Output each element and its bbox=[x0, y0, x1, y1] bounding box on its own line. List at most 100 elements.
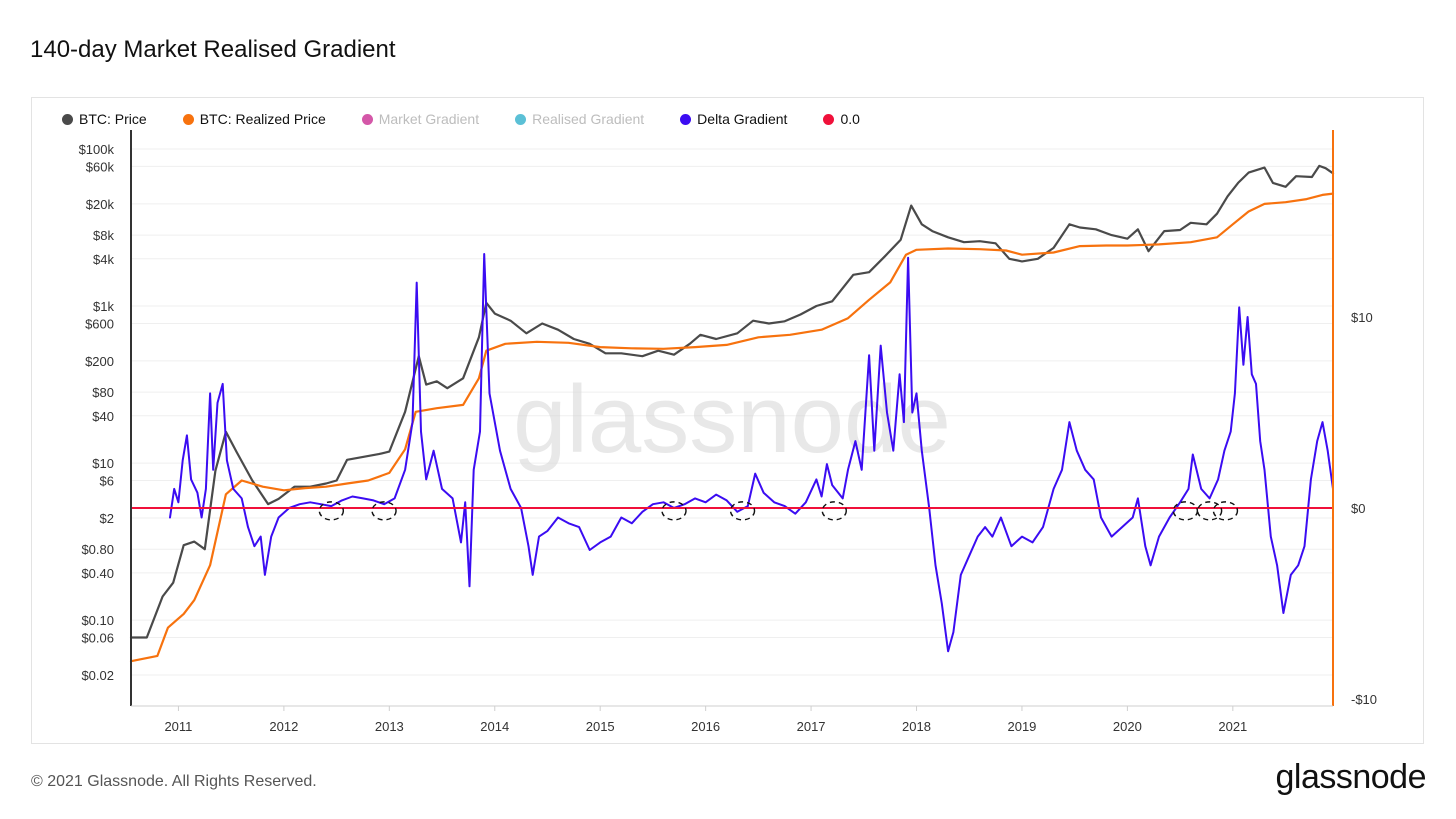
data-point-delta-gradient bbox=[754, 473, 756, 475]
data-point-btc-realized-price bbox=[662, 348, 665, 350]
data-point-btc-realized-price bbox=[388, 472, 390, 474]
data-point-btc-realized-price bbox=[325, 486, 327, 488]
left-tick-label: $200 bbox=[85, 354, 114, 369]
data-point-delta-gradient bbox=[1084, 469, 1086, 471]
x-tick-label: 2018 bbox=[902, 719, 931, 734]
data-point-delta-gradient bbox=[260, 536, 262, 538]
annotation-dashed-ellipse bbox=[1212, 501, 1239, 521]
legend-item-delta-gradient[interactable]: Delta Gradient bbox=[680, 111, 787, 127]
left-tick-label: $4k bbox=[93, 252, 114, 267]
data-point-delta-gradient bbox=[404, 469, 406, 471]
data-point-btc-price bbox=[752, 320, 754, 322]
data-point-delta-gradient bbox=[411, 421, 414, 423]
data-point-btc-price bbox=[214, 470, 216, 472]
data-point-delta-gradient bbox=[826, 463, 828, 465]
data-point-btc-price bbox=[852, 274, 854, 276]
data-point-btc-realized-price bbox=[889, 281, 891, 283]
data-point-btc-price bbox=[388, 451, 390, 453]
right-tick-label: -$10 bbox=[1351, 692, 1377, 707]
legend-label: 0.0 bbox=[840, 111, 860, 127]
data-point-delta-gradient bbox=[226, 459, 228, 461]
data-point-btc-price bbox=[404, 411, 406, 413]
data-point-delta-gradient bbox=[309, 501, 311, 503]
data-point-btc-realized-price bbox=[504, 343, 506, 345]
legend-item-btc-price[interactable]: BTC: Price bbox=[62, 111, 147, 127]
data-point-delta-gradient bbox=[241, 497, 243, 499]
data-point-btc-price bbox=[478, 336, 480, 338]
data-point-delta-gradient bbox=[1000, 516, 1002, 519]
data-point-btc-price bbox=[900, 239, 902, 241]
data-point-delta-gradient bbox=[1230, 431, 1232, 433]
data-point-btc-realized-price bbox=[404, 448, 406, 450]
data-point-delta-gradient bbox=[1247, 316, 1249, 318]
data-point-btc-price bbox=[736, 332, 738, 334]
data-point-btc-realized-price bbox=[462, 404, 464, 406]
data-point-btc-price bbox=[699, 334, 702, 336]
data-point-btc-price bbox=[1237, 182, 1239, 184]
data-point-btc-price bbox=[815, 305, 818, 307]
data-point-btc-realized-price bbox=[1021, 254, 1023, 256]
data-point-btc-realized-price bbox=[821, 329, 823, 331]
data-point-btc-price bbox=[1179, 229, 1181, 231]
data-point-btc-realized-price bbox=[1079, 245, 1081, 247]
x-tick-label: 2013 bbox=[375, 719, 404, 734]
legend-label: BTC: Realized Price bbox=[199, 111, 326, 127]
annotation-dashed-ellipse bbox=[1172, 501, 1199, 521]
data-point-btc-realized-price bbox=[568, 342, 570, 344]
data-point-btc-realized-price bbox=[1158, 243, 1160, 245]
data-point-btc-price bbox=[162, 595, 164, 598]
legend-item-market-gradient[interactable]: Market Gradient bbox=[361, 111, 479, 127]
series-layer bbox=[129, 164, 1335, 663]
data-point-delta-gradient bbox=[968, 555, 970, 557]
data-point-btc-price bbox=[436, 380, 438, 382]
data-point-delta-gradient bbox=[1100, 516, 1102, 519]
data-point-btc-realized-price bbox=[156, 655, 158, 657]
data-point-btc-price bbox=[1285, 186, 1287, 188]
data-point-delta-gradient bbox=[1010, 545, 1013, 547]
data-point-delta-gradient bbox=[847, 469, 849, 471]
data-point-delta-gradient bbox=[1270, 536, 1272, 538]
legend-dot-icon bbox=[823, 113, 835, 125]
data-point-delta-gradient bbox=[468, 585, 471, 587]
data-point-btc-price bbox=[336, 479, 338, 482]
data-point-delta-gradient bbox=[253, 545, 255, 547]
data-point-delta-gradient bbox=[861, 469, 863, 471]
left-tick-label: $1k bbox=[93, 299, 114, 314]
data-point-delta-gradient bbox=[488, 392, 491, 394]
data-point-delta-gradient bbox=[351, 495, 353, 498]
data-point-btc-realized-price bbox=[304, 487, 306, 489]
legend-item-0-0[interactable]: 0.0 bbox=[823, 111, 860, 127]
data-point-delta-gradient bbox=[589, 549, 591, 551]
legend-item-realised-gradient[interactable]: Realised Gradient bbox=[515, 111, 644, 127]
data-point-delta-gradient bbox=[1223, 450, 1225, 452]
data-point-delta-gradient bbox=[641, 511, 644, 513]
data-point-btc-realized-price bbox=[225, 493, 227, 495]
data-point-btc-price bbox=[146, 636, 148, 639]
data-point-delta-gradient bbox=[1276, 564, 1278, 566]
data-point-delta-gradient bbox=[1061, 469, 1063, 471]
data-point-btc-price bbox=[1008, 258, 1010, 260]
data-point-btc-price bbox=[1295, 175, 1297, 177]
right-tick-label: $10 bbox=[1351, 310, 1373, 325]
data-point-delta-gradient bbox=[320, 503, 322, 505]
data-point-btc-price bbox=[657, 350, 659, 352]
data-point-delta-gradient bbox=[1259, 440, 1261, 442]
legend-item-btc-realized-price[interactable]: BTC: Realized Price bbox=[182, 111, 326, 127]
data-point-btc-price bbox=[494, 313, 496, 315]
data-point-btc-realized-price bbox=[757, 336, 760, 338]
data-point-btc-realized-price bbox=[1321, 194, 1324, 196]
data-point-btc-realized-price bbox=[847, 317, 849, 319]
data-point-btc-price bbox=[1147, 250, 1150, 252]
left-tick-label: $60k bbox=[86, 159, 115, 174]
data-point-btc-price bbox=[1137, 228, 1139, 230]
grid-lines bbox=[131, 148, 1333, 676]
data-point-btc-realized-price bbox=[1216, 236, 1218, 238]
data-point-btc-realized-price bbox=[1248, 210, 1250, 213]
data-point-delta-gradient bbox=[941, 602, 943, 605]
data-point-delta-gradient bbox=[499, 450, 501, 452]
data-point-delta-gradient bbox=[1192, 453, 1194, 456]
data-point-btc-realized-price bbox=[241, 479, 243, 482]
data-point-delta-gradient bbox=[831, 484, 833, 486]
data-point-delta-gradient bbox=[362, 497, 364, 499]
annotation-layer bbox=[318, 501, 1239, 521]
